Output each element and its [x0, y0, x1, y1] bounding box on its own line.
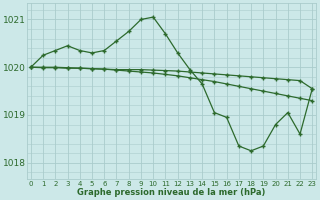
- X-axis label: Graphe pression niveau de la mer (hPa): Graphe pression niveau de la mer (hPa): [77, 188, 266, 197]
